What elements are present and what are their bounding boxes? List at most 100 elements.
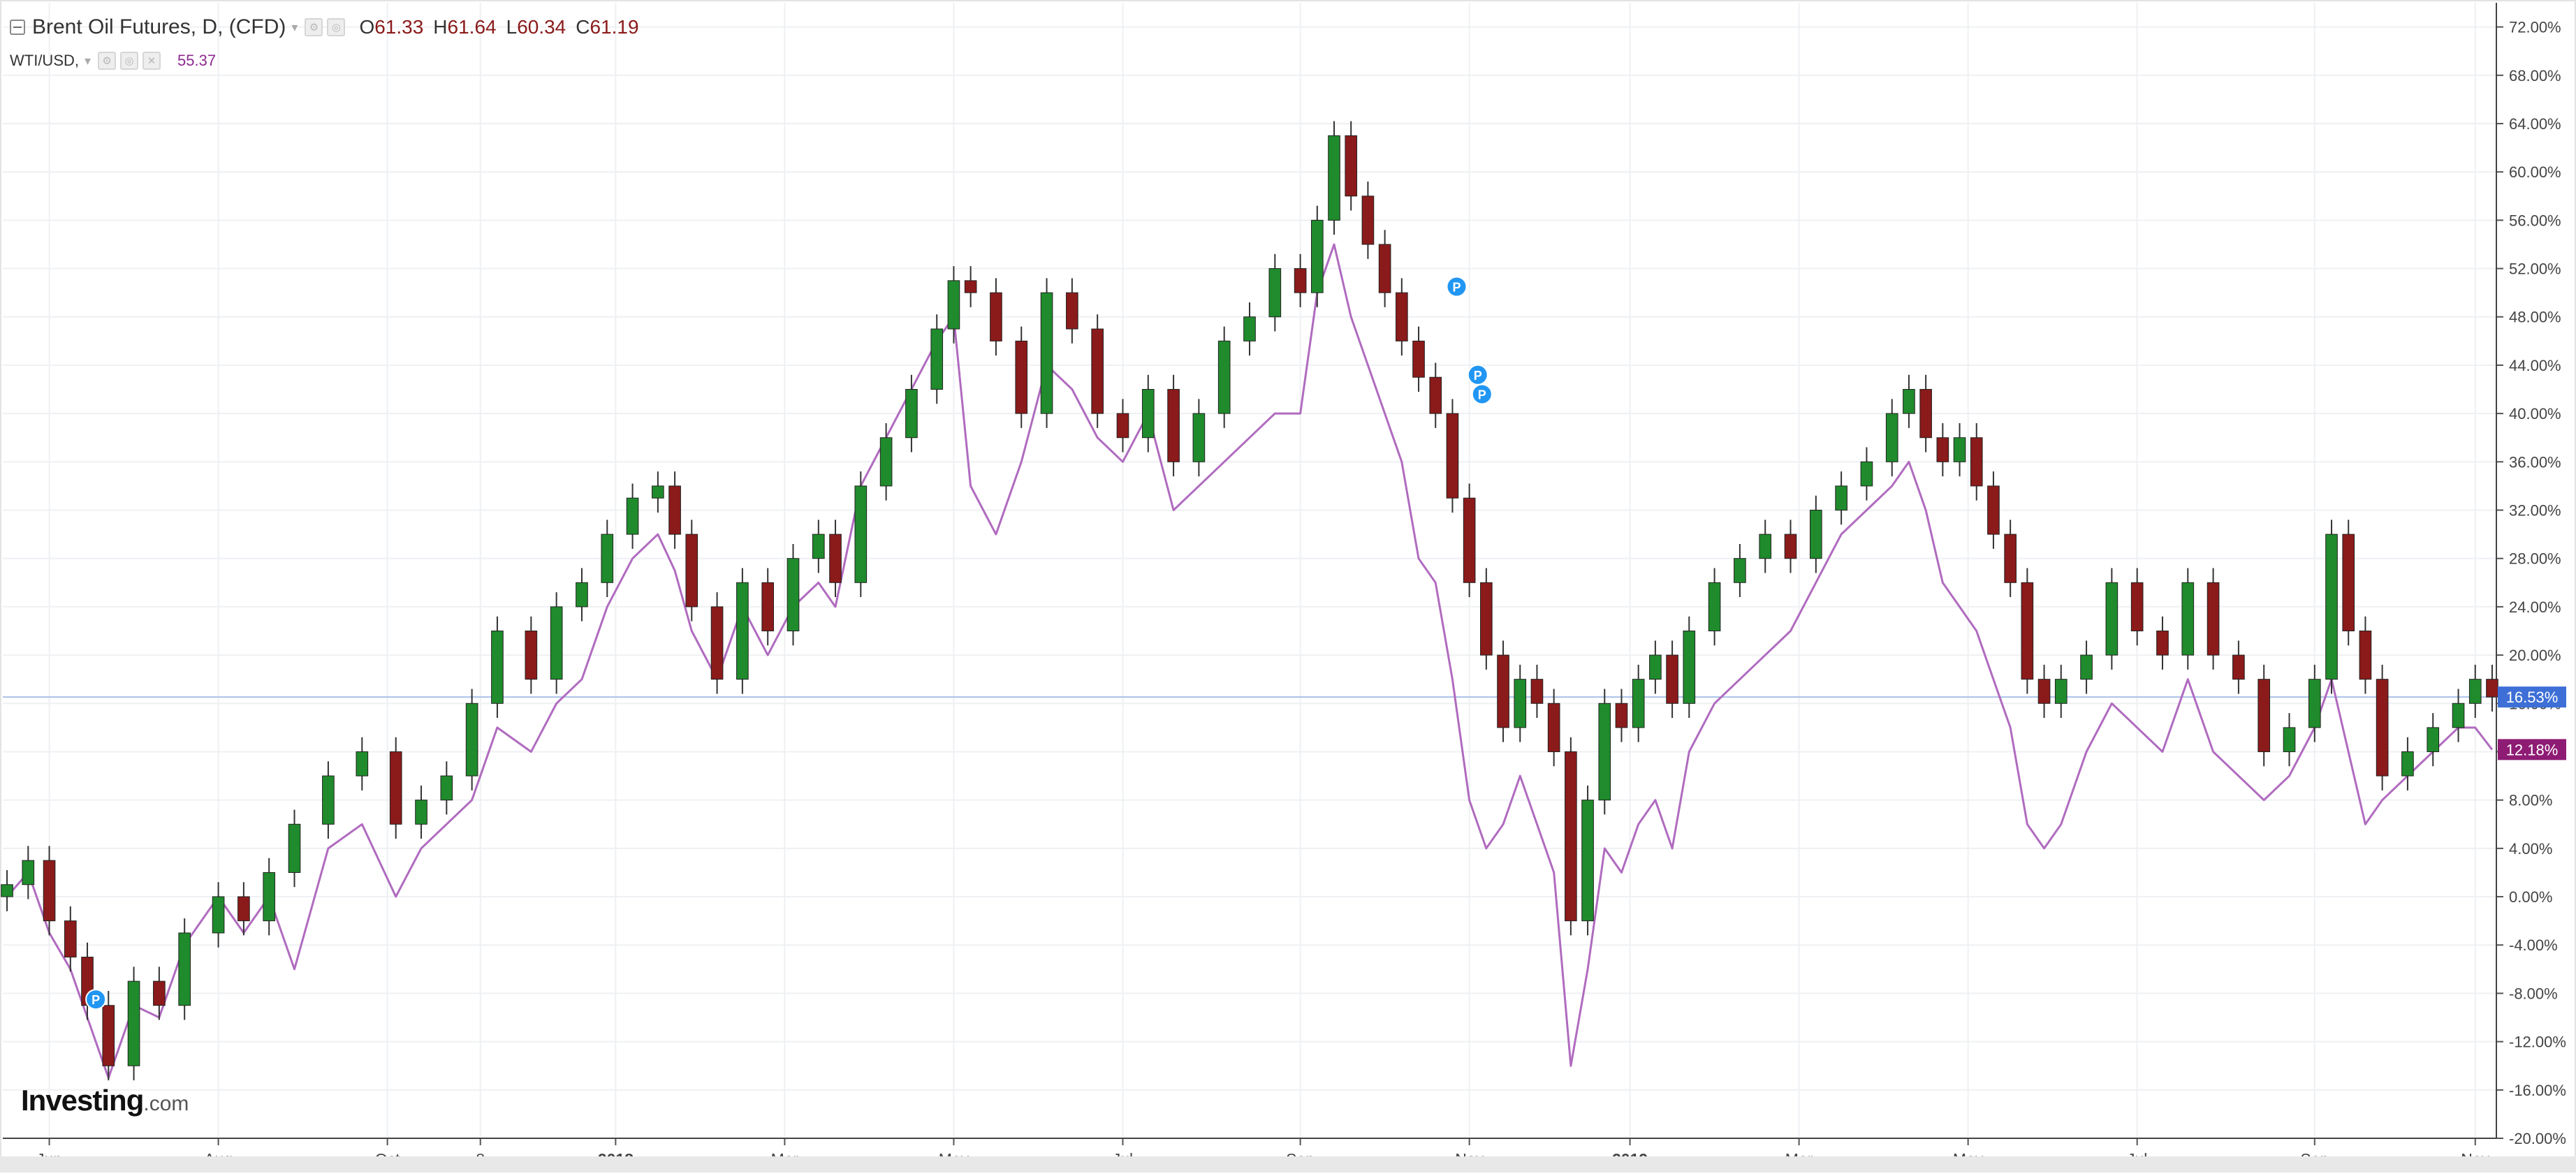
candle-down bbox=[2486, 679, 2498, 698]
candle-up bbox=[2054, 679, 2068, 704]
candle-down bbox=[1919, 389, 1932, 439]
bottom-scrollbar bbox=[0, 1156, 2576, 1173]
close-icon[interactable]: ✕ bbox=[142, 52, 161, 70]
wti-series-line bbox=[6, 243, 2494, 1079]
candle-up bbox=[1885, 413, 1898, 462]
low-value: 60.34 bbox=[517, 16, 566, 38]
main-series-legend[interactable]: Brent Oil Futures, D, (CFD) ▾ ⚙ ◎ O 61.3… bbox=[10, 15, 639, 39]
candle-up bbox=[1514, 679, 1527, 728]
candle-up bbox=[1835, 485, 1847, 511]
candle-up bbox=[22, 860, 35, 885]
candle-down bbox=[1615, 703, 1628, 728]
candle-up bbox=[1310, 219, 1324, 293]
candle-down bbox=[1936, 437, 1949, 462]
candle-up bbox=[2325, 534, 2338, 680]
high-label: H bbox=[433, 16, 448, 38]
open-value: 61.33 bbox=[374, 16, 424, 38]
y-tick-label: 4.00% bbox=[2509, 840, 2552, 858]
candle-up bbox=[263, 872, 276, 922]
candle-up bbox=[652, 485, 664, 499]
collapse-icon[interactable] bbox=[10, 20, 25, 35]
candle-up bbox=[601, 534, 614, 583]
candle-up bbox=[465, 703, 478, 777]
candle-down bbox=[1446, 413, 1459, 499]
eye-icon[interactable]: ◎ bbox=[327, 18, 346, 36]
candle-down bbox=[829, 534, 842, 583]
candle-down bbox=[1784, 534, 1797, 559]
last-value-badge bbox=[2498, 686, 2566, 708]
candle-up bbox=[1581, 800, 1594, 922]
marker-p-icon: P bbox=[1471, 383, 1493, 405]
candle-up bbox=[1708, 582, 1721, 631]
candle-down bbox=[2130, 582, 2144, 631]
candle-up bbox=[905, 389, 918, 439]
candle-up bbox=[626, 497, 639, 535]
candle-down bbox=[1345, 135, 1358, 197]
y-tick-label: 44.00% bbox=[2509, 357, 2561, 374]
compare-eye-icon[interactable]: ◎ bbox=[120, 52, 139, 70]
candle-up bbox=[491, 630, 504, 704]
compare-series-legend[interactable]: WTI/USD, ▾ ⚙ ◎ ✕ 55.37 bbox=[10, 52, 216, 70]
candle-down bbox=[389, 751, 402, 825]
candle-down bbox=[2359, 630, 2372, 680]
close-label: C bbox=[576, 16, 590, 38]
y-tick-label: 60.00% bbox=[2509, 163, 2561, 181]
compare-series-value: 55.37 bbox=[177, 52, 217, 69]
candle-down bbox=[1565, 751, 1577, 922]
compare-settings-icon[interactable]: ⚙ bbox=[98, 52, 117, 70]
y-tick-label: -8.00% bbox=[2509, 985, 2558, 1002]
marker-p-circle bbox=[85, 989, 107, 1010]
close-value: 61.19 bbox=[590, 16, 639, 38]
y-tick-label: 64.00% bbox=[2509, 115, 2561, 133]
marker-p-icon: P bbox=[85, 989, 107, 1010]
candle-up bbox=[2401, 751, 2414, 777]
high-value: 61.64 bbox=[447, 16, 497, 38]
y-tick-label: 48.00% bbox=[2509, 309, 2561, 326]
compare-series-title[interactable]: WTI/USD, bbox=[10, 52, 79, 69]
candle-up bbox=[2181, 582, 2195, 656]
candle-up bbox=[288, 823, 301, 873]
candle-down bbox=[2156, 630, 2169, 656]
candle-up bbox=[2283, 727, 2296, 752]
y-tick-label: 20.00% bbox=[2509, 647, 2561, 664]
candle-up bbox=[212, 896, 225, 934]
y-tick-label: 8.00% bbox=[2509, 792, 2552, 809]
candle-up bbox=[1953, 437, 1966, 462]
investing-logo: Investing.com bbox=[21, 1084, 189, 1117]
candle-up bbox=[2080, 654, 2093, 680]
compare-dropdown-caret-icon[interactable]: ▾ bbox=[85, 53, 92, 68]
candle-down bbox=[153, 980, 166, 1006]
candle-down bbox=[237, 896, 250, 922]
y-tick-label: 0.00% bbox=[2509, 888, 2552, 906]
candle-down bbox=[685, 534, 698, 608]
candle-up bbox=[1683, 630, 1696, 704]
last-value-badge bbox=[2498, 739, 2566, 760]
candle-up bbox=[1268, 268, 1282, 318]
candle-up bbox=[1734, 558, 1746, 583]
settings-icon[interactable]: ⚙ bbox=[305, 18, 323, 36]
candle-up bbox=[127, 980, 140, 1066]
y-tick-label: 52.00% bbox=[2509, 260, 2561, 278]
candle-up bbox=[356, 751, 369, 777]
dropdown-caret-icon[interactable]: ▾ bbox=[291, 20, 298, 34]
candle-up bbox=[812, 534, 825, 559]
y-tick-label: -12.00% bbox=[2509, 1034, 2566, 1051]
y-tick-label: 24.00% bbox=[2509, 598, 2561, 616]
low-label: L bbox=[506, 16, 518, 38]
candle-down bbox=[668, 485, 681, 535]
candle-down bbox=[2207, 582, 2220, 656]
candle-up bbox=[1192, 413, 1206, 462]
candle-down bbox=[1970, 437, 1983, 487]
candle-down bbox=[1015, 340, 1028, 414]
marker-p-icon: P bbox=[1446, 276, 1468, 297]
marker-p-icon: P bbox=[1467, 364, 1488, 385]
y-tick-label: 36.00% bbox=[2509, 453, 2561, 471]
candle-down bbox=[1987, 485, 2000, 535]
candle-up bbox=[1598, 703, 1611, 801]
candle-down bbox=[1547, 703, 1560, 752]
main-series-title[interactable]: Brent Oil Futures, D, (CFD) bbox=[32, 15, 286, 38]
logo-brand: Investing bbox=[21, 1084, 144, 1117]
candle-up bbox=[2105, 582, 2118, 656]
